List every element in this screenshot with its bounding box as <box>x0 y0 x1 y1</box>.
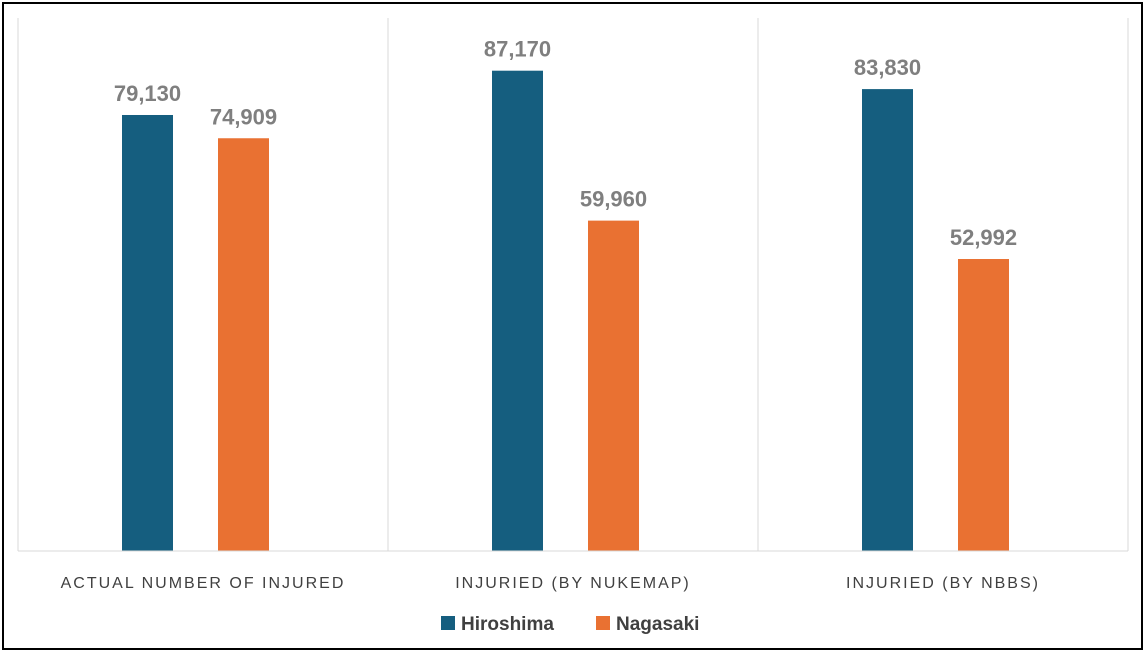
legend-label-nagasaki: Nagasaki <box>616 614 699 635</box>
category-label-3: INJURIED (BY NBBS) <box>846 575 1040 592</box>
category-label-2: INJURIED (BY NUKEMAP) <box>455 575 691 592</box>
data-label-hiroshima-2: 87,170 <box>484 37 551 62</box>
data-label-hiroshima-3: 83,830 <box>854 55 921 80</box>
data-label-nagasaki-2: 59,960 <box>580 187 647 212</box>
legend-swatch-hiroshima <box>441 616 455 630</box>
data-label-nagasaki-1: 74,909 <box>210 104 277 129</box>
bar-nagasaki-3 <box>958 259 1009 551</box>
bar-hiroshima-2 <box>492 70 543 551</box>
data-label-hiroshima-1: 79,130 <box>114 81 181 106</box>
legend-label-hiroshima: Hiroshima <box>461 614 554 635</box>
category-label-1: ACTUAL NUMBER OF INJURED <box>61 575 346 592</box>
bar-nagasaki-1 <box>218 138 269 551</box>
legend-swatch-nagasaki <box>596 616 610 630</box>
bar-hiroshima-3 <box>862 89 913 551</box>
data-label-nagasaki-3: 52,992 <box>950 225 1017 250</box>
bar-hiroshima-1 <box>122 114 173 551</box>
bar-nagasaki-2 <box>588 220 639 551</box>
